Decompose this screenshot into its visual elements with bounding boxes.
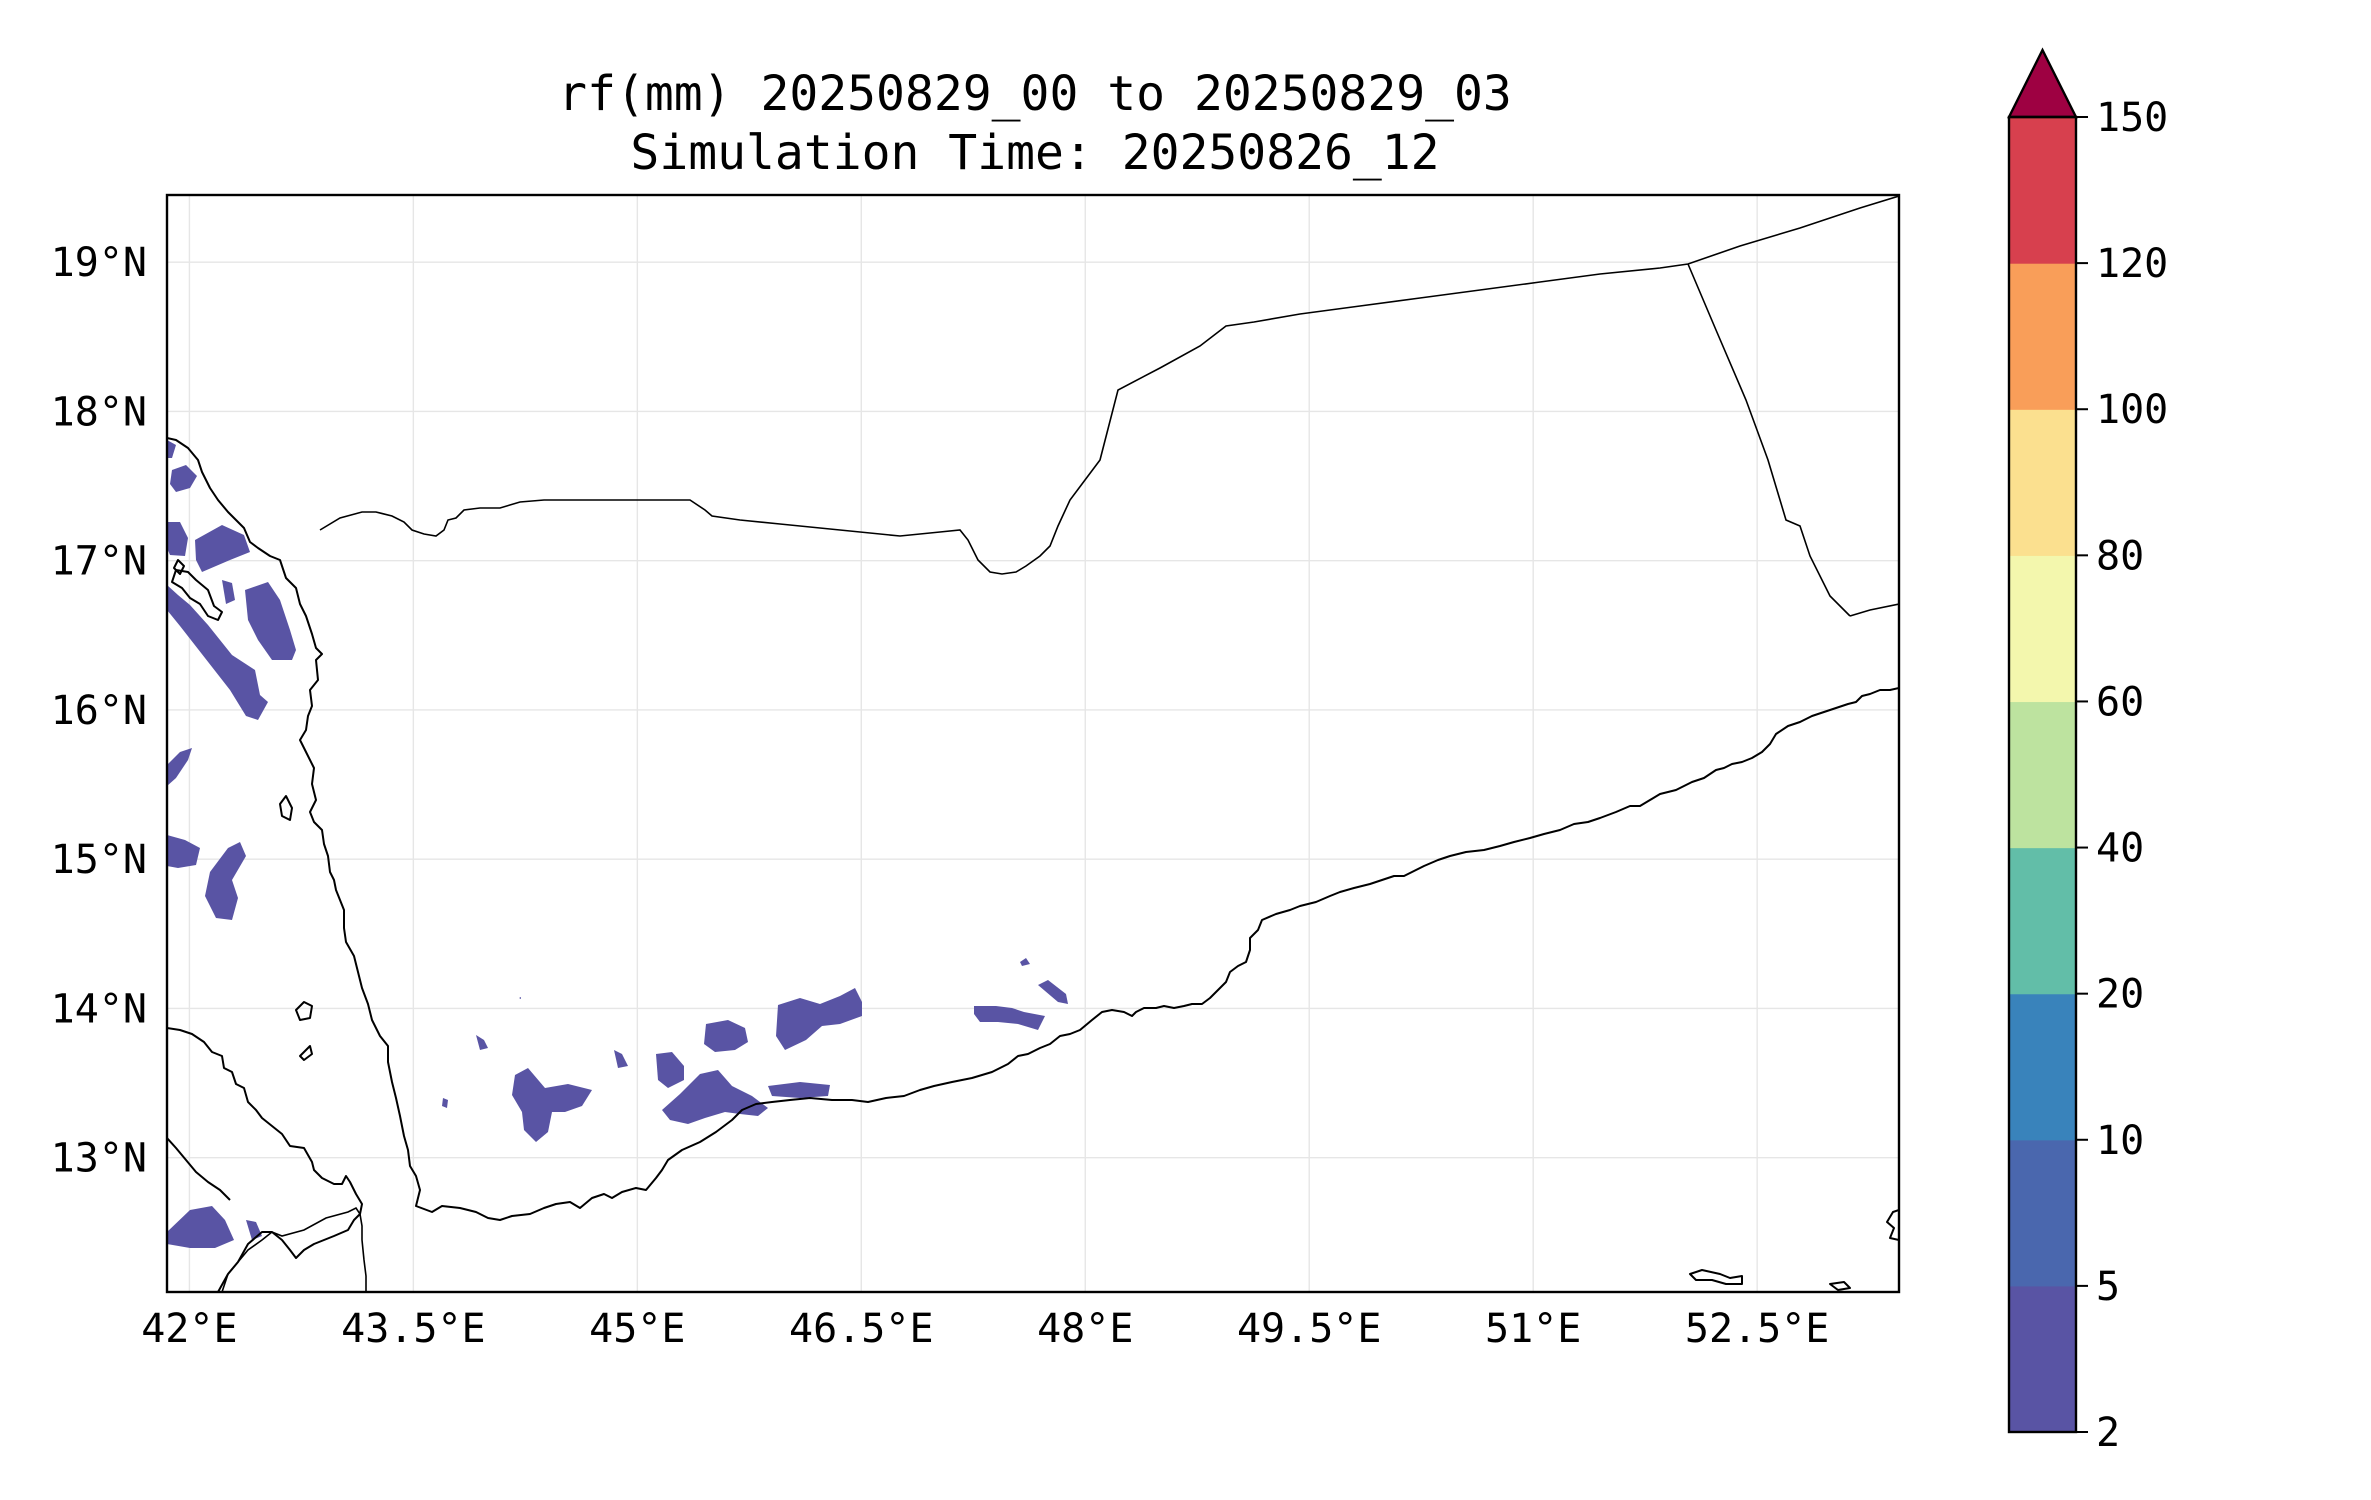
- saudi-oman-border: [1687, 263, 1851, 617]
- map-title: rf(mm) 20250829_00 to 20250829_03: [558, 66, 1512, 122]
- lat-tick-label: 18°N: [51, 389, 147, 435]
- colorbar-swatch: [2009, 847, 2076, 995]
- lat-tick-label: 13°N: [51, 1136, 147, 1182]
- red-sea-islands: [1886, 1209, 1899, 1241]
- lat-tick-label: 16°N: [51, 688, 147, 734]
- rain-patch: [167, 585, 268, 720]
- rain-patch: [768, 1082, 830, 1098]
- colorbar-tick-label: 150: [2096, 95, 2168, 141]
- rain-patch: [476, 1035, 488, 1050]
- lat-tick-label: 17°N: [51, 539, 147, 585]
- rainfall-patches: [167, 440, 1068, 1248]
- saudi-yemen-border: [319, 195, 1899, 575]
- rain-patch: [1038, 980, 1068, 1004]
- colorbar-tick-label: 120: [2096, 241, 2168, 287]
- rain-patch: [167, 748, 192, 786]
- lon-tick-label: 49.5°E: [1237, 1306, 1382, 1352]
- yemen-oman-coast-east: [1849, 603, 1899, 617]
- red-sea-islands: [279, 795, 293, 821]
- colorbar-tick-label: 100: [2096, 387, 2168, 433]
- colorbar-swatch: [2009, 1139, 2076, 1287]
- longitude-tick-labels: 42°E 43.5°E 45°E 46.5°E 48°E 49.5°E 51°E 52.5°E: [141, 1306, 1829, 1352]
- rain-patch: [776, 988, 862, 1050]
- rain-patch: [704, 1020, 748, 1052]
- lon-tick-label: 46.5°E: [789, 1306, 934, 1352]
- colorbar-swatch: [2009, 701, 2076, 849]
- lat-tick-label: 14°N: [51, 986, 147, 1032]
- rain-patch: [167, 440, 176, 458]
- colorbar-swatch: [2009, 117, 2076, 264]
- rain-patch: [246, 1220, 262, 1240]
- colorbar-extend-arrow: [2007, 47, 2078, 119]
- colorbar-swatch: [2009, 263, 2076, 410]
- colorbar-tick-label: 2: [2096, 1410, 2120, 1456]
- red-sea-islands: [1829, 1281, 1851, 1291]
- red-sea-islands: [173, 559, 185, 575]
- arabian-coastline: [167, 437, 1899, 1221]
- rain-patch: [614, 1050, 628, 1068]
- coastlines: [167, 195, 1899, 1292]
- lat-tick-label: 19°N: [51, 240, 147, 286]
- colorbar-tick-label: 40: [2096, 826, 2144, 872]
- map-frame: [165, 193, 1901, 1294]
- lon-tick-label: 51°E: [1485, 1306, 1581, 1352]
- rain-patch: [222, 580, 235, 604]
- red-sea-islands: [295, 1001, 313, 1021]
- colorbar-tick-label: 5: [2096, 1264, 2120, 1310]
- gridlines: [167, 195, 1899, 1292]
- red-sea-islands: [299, 1045, 313, 1061]
- rain-patch: [170, 465, 197, 492]
- colorbar-frame: [2007, 115, 2078, 1434]
- colorbar-tick-label: 60: [2096, 679, 2144, 725]
- lon-tick-label: 52.5°E: [1685, 1306, 1830, 1352]
- rain-patch: [512, 1068, 592, 1142]
- map-area: [167, 195, 1899, 1292]
- colorbar-swatch: [2009, 555, 2076, 703]
- rain-patch: [1020, 958, 1030, 966]
- rain-patch: [974, 1006, 1045, 1030]
- rain-patch: [205, 842, 246, 920]
- rain-patch: [167, 1206, 234, 1248]
- red-sea-islands: [1689, 1269, 1743, 1285]
- colorbar-swatch: [2009, 993, 2076, 1141]
- red-sea-islands: [171, 569, 223, 621]
- colorbar-swatch: [2009, 1285, 2076, 1433]
- lon-tick-label: 42°E: [141, 1306, 237, 1352]
- latitude-tick-labels: 13°N 14°N 15°N 16°N 17°N 18°N 19°N: [51, 240, 147, 1182]
- rain-patch: [167, 835, 200, 868]
- lon-tick-label: 48°E: [1037, 1306, 1133, 1352]
- colorbar-tick-label: 20: [2096, 972, 2144, 1018]
- lon-tick-label: 45°E: [589, 1306, 685, 1352]
- rain-patch: [519, 997, 521, 999]
- rain-patch: [442, 1098, 448, 1108]
- rain-patch: [167, 522, 188, 556]
- lon-tick-label: 43.5°E: [341, 1306, 486, 1352]
- lat-tick-label: 15°N: [51, 837, 147, 883]
- colorbar-tick-label: 80: [2096, 533, 2144, 579]
- africa-coastline: [167, 1137, 231, 1201]
- colorbar: 2 5 10 20 40 60 80 100 120 150: [2007, 47, 2168, 1456]
- rain-patch: [656, 1052, 684, 1088]
- rain-patch: [195, 525, 250, 572]
- rain-patch: [245, 582, 296, 660]
- africa-coastline: [167, 1027, 363, 1292]
- map-subtitle: Simulation Time: 20250826_12: [630, 125, 1439, 181]
- eritrea-ethiopia-border: [221, 1206, 367, 1292]
- colorbar-tick-label: 10: [2096, 1118, 2144, 1164]
- colorbar-swatch: [2009, 409, 2076, 556]
